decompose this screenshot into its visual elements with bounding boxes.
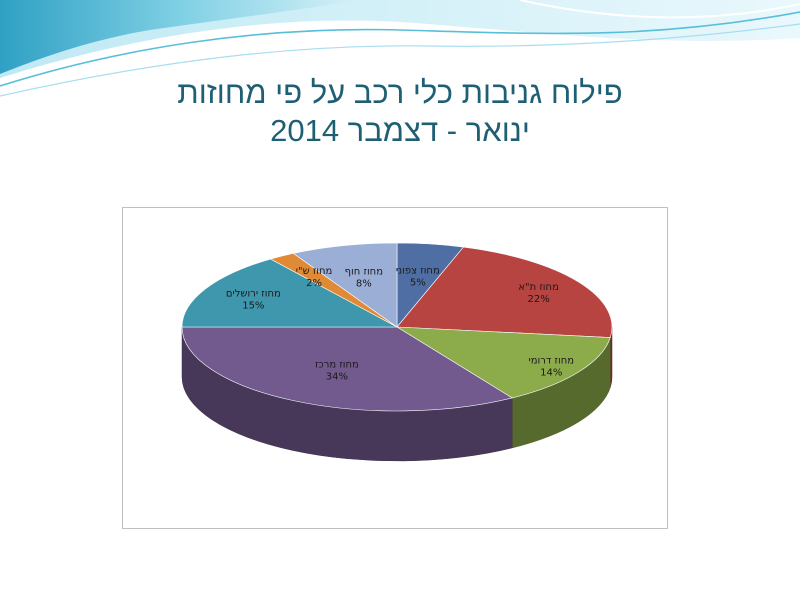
pie-slice-3: [181, 326, 513, 412]
pie-slice-4: [181, 258, 398, 328]
slice-percent-label-4: 15%: [242, 300, 264, 311]
header-wave-decoration: [0, 0, 800, 97]
slice-percent-label-5: 2%: [306, 278, 322, 289]
slice-name-label-1: מחוז ת"א: [518, 282, 559, 293]
slice-percent-label-3: 34%: [326, 372, 348, 383]
slide-title-line-2: ינואר - דצמבר 2014: [270, 113, 530, 148]
slice-name-label-6: מחוז חוף: [345, 267, 383, 278]
pie-chart-frame: מחוז צפוני 5% מחוז ת"א 22% מחוז דרומי 14% מחוז…: [122, 207, 668, 529]
slice-name-label-3: מחוז מרכז: [315, 360, 359, 371]
pie-slice-2: [396, 326, 611, 399]
slide-title: פילוח גניבות כלי רכב על פי מחוזות ינואר …: [0, 74, 800, 150]
slice-name-label-2: מחוז דרומי: [529, 355, 575, 366]
slice-percent-label-2: 14%: [540, 367, 562, 378]
slice-percent-label-6: 8%: [356, 279, 372, 290]
slide-title-line-1: פילוח גניבות כלי רכב על פי מחוזות: [177, 75, 623, 110]
slice-name-label-0: מחוז צפוני: [396, 266, 440, 277]
slice-name-label-5: מחוז ש"י: [296, 266, 333, 277]
pie-slice-6: [292, 242, 398, 328]
slice-percent-label-1: 22%: [527, 294, 549, 305]
slice-name-label-4: מחוז ירושלים: [226, 288, 281, 299]
slice-percent-label-0: 5%: [410, 278, 426, 289]
pie-slice-1: [396, 246, 613, 338]
